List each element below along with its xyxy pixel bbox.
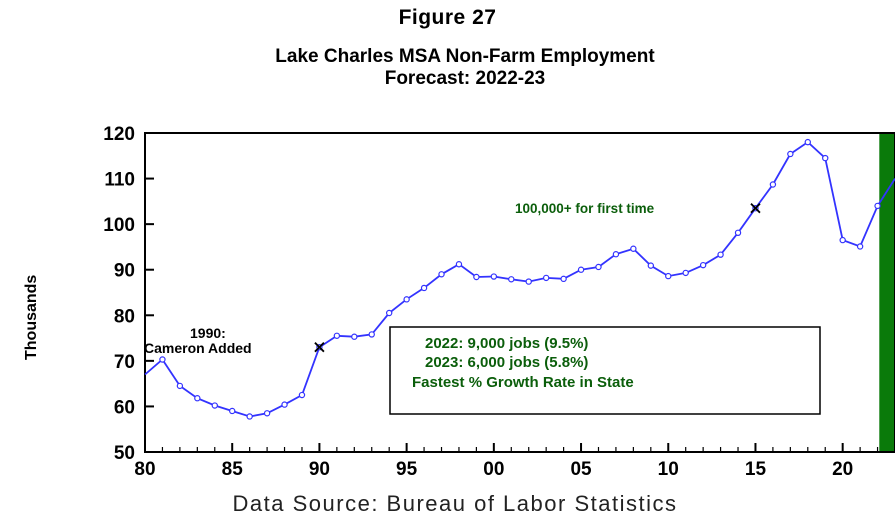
data-point [438, 271, 445, 278]
data-point [647, 262, 655, 269]
x-tick-label: 95 [396, 459, 418, 480]
data-point [508, 276, 515, 283]
data-point [734, 229, 742, 237]
summary-line-2023: 2023: 6,000 jobs (5.8%) [425, 354, 588, 371]
data-point [717, 251, 724, 258]
data-point [665, 272, 672, 280]
data-point [682, 269, 689, 277]
y-tick-label: 110 [104, 170, 135, 191]
data-point [420, 284, 428, 292]
x-tick-label: 20 [832, 459, 853, 480]
data-point [351, 333, 358, 340]
data-point [455, 261, 463, 268]
data-point [194, 395, 201, 402]
x-tick-label: 00 [483, 459, 504, 480]
x-tick-label: 10 [658, 459, 679, 480]
data-point [298, 391, 306, 399]
y-tick-label: 90 [114, 261, 135, 282]
x-tick-label: 85 [222, 459, 244, 480]
annotation-cameron-line2: Cameron Added [144, 340, 252, 356]
series-line-employment [144, 140, 895, 418]
data-point [595, 263, 602, 271]
y-tick-label: 60 [114, 397, 135, 418]
x-marker [750, 203, 761, 214]
data-point [385, 309, 393, 317]
x-tick-label: 80 [134, 459, 155, 480]
data-point [856, 243, 864, 250]
data-point [246, 413, 253, 420]
data-point [577, 266, 585, 273]
summary-line-2022: 2022: 9,000 jobs (9.5%) [425, 335, 588, 352]
x-marker [314, 342, 325, 353]
x-tick-label: 05 [570, 459, 592, 480]
data-point [368, 331, 375, 338]
y-tick-label: 100 [103, 215, 135, 236]
data-point [630, 245, 637, 252]
chart-title-line1: Lake Charles MSA Non-Farm Employment [275, 46, 655, 67]
data-point [263, 410, 271, 417]
forecast-band [879, 133, 895, 452]
data-point [403, 296, 410, 303]
data-point [525, 278, 532, 285]
data-point [473, 273, 480, 281]
data-point [211, 402, 218, 409]
x-tick-label: 90 [309, 459, 330, 480]
data-point [560, 275, 567, 283]
annotation-first-time: 100,000+ for first time [515, 201, 655, 216]
data-point [874, 202, 881, 210]
data-point [333, 332, 341, 339]
data-point [839, 236, 846, 244]
data-point [229, 407, 236, 415]
y-tick-label: 80 [114, 306, 135, 327]
data-source: Data Source: Bureau of Labor Statistics [232, 491, 678, 516]
data-point [159, 356, 166, 363]
data-point [699, 261, 707, 269]
data-point [281, 401, 288, 408]
annotation-cameron-line1: 1990: [190, 325, 226, 341]
y-tick-label: 70 [114, 352, 135, 373]
data-point [612, 251, 620, 258]
data-point [542, 274, 550, 282]
x-tick-label: 15 [745, 459, 767, 480]
data-point [822, 154, 829, 162]
plot-frame [144, 132, 895, 453]
data-point [804, 138, 811, 146]
y-tick-label: 50 [114, 443, 135, 464]
data-point [490, 273, 498, 280]
summary-box [389, 326, 821, 415]
y-tick-label: 120 [103, 124, 135, 145]
data-point [176, 382, 184, 390]
chart-title-line2: Forecast: 2022-23 [384, 68, 546, 89]
summary-line-growth: Fastest % Growth Rate in State [412, 374, 634, 391]
data-point [787, 150, 794, 158]
data-point [769, 181, 777, 188]
figure-label: Figure 27 [398, 6, 497, 29]
